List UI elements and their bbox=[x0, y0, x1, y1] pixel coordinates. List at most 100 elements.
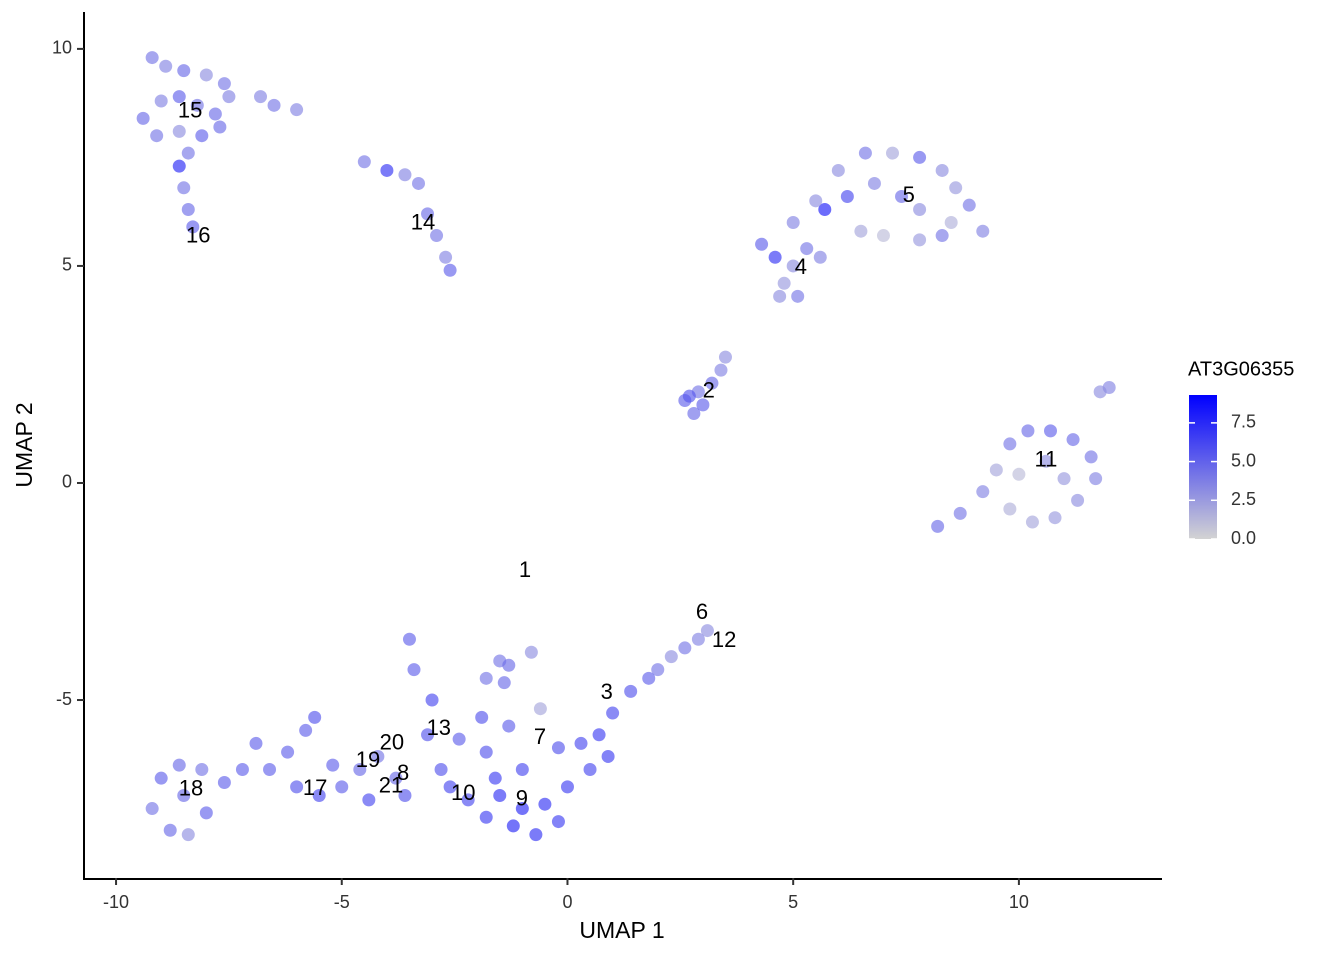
cell-point bbox=[1084, 450, 1098, 464]
cell-point bbox=[524, 645, 538, 659]
cell-point bbox=[867, 176, 881, 190]
cell-point bbox=[443, 780, 457, 794]
cell-point bbox=[773, 289, 787, 303]
cell-point bbox=[421, 207, 435, 221]
cell-point bbox=[895, 189, 909, 203]
cluster-label: 5 bbox=[903, 182, 915, 207]
cell-point bbox=[592, 728, 606, 742]
colorbar-tick-label: 7.5 bbox=[1231, 412, 1256, 432]
cell-point bbox=[488, 771, 502, 785]
cell-point bbox=[357, 155, 371, 169]
cell-point bbox=[145, 51, 159, 65]
cell-point bbox=[493, 789, 507, 803]
cell-point bbox=[461, 793, 475, 807]
cluster-label: 21 bbox=[379, 773, 403, 798]
cell-point bbox=[353, 762, 367, 776]
cell-point bbox=[412, 176, 426, 190]
cluster-label: 18 bbox=[179, 776, 203, 801]
cell-point bbox=[777, 276, 791, 290]
cell-point bbox=[181, 203, 195, 217]
cell-point bbox=[181, 828, 195, 842]
cell-point bbox=[312, 789, 326, 803]
cell-point bbox=[213, 120, 227, 134]
cell-point bbox=[1057, 472, 1071, 486]
cell-point bbox=[1093, 385, 1107, 399]
cell-point bbox=[515, 802, 529, 816]
cluster-label: 19 bbox=[356, 747, 380, 772]
cell-point bbox=[678, 641, 692, 655]
cluster-label: 15 bbox=[178, 98, 202, 123]
cell-point bbox=[858, 146, 872, 160]
cell-point bbox=[913, 150, 927, 164]
cell-point bbox=[642, 671, 656, 685]
cell-point bbox=[452, 732, 466, 746]
x-tick-label: -5 bbox=[334, 892, 350, 912]
cell-point bbox=[1003, 437, 1017, 451]
cell-point bbox=[371, 749, 385, 763]
x-tick-label: -10 bbox=[103, 892, 129, 912]
cell-point bbox=[551, 815, 565, 829]
cluster-label: 6 bbox=[696, 599, 708, 624]
cell-point bbox=[831, 163, 845, 177]
cell-point bbox=[439, 250, 453, 264]
cell-point bbox=[583, 762, 597, 776]
cell-point bbox=[962, 198, 976, 212]
cell-point bbox=[195, 129, 209, 143]
cell-point bbox=[1043, 424, 1057, 438]
cluster-label: 11 bbox=[1035, 447, 1058, 472]
cluster-label: 3 bbox=[601, 679, 613, 704]
cell-point bbox=[421, 728, 435, 742]
cell-point bbox=[479, 671, 493, 685]
cell-point bbox=[687, 407, 701, 421]
cell-point bbox=[1021, 424, 1035, 438]
cell-point bbox=[308, 710, 322, 724]
cell-point bbox=[150, 129, 164, 143]
cell-point bbox=[506, 819, 520, 833]
cell-point bbox=[177, 789, 191, 803]
cell-point bbox=[533, 702, 547, 716]
cell-point bbox=[299, 723, 313, 737]
colorbar-tick-label: 2.5 bbox=[1231, 489, 1256, 509]
cluster-label: 2 bbox=[703, 378, 715, 403]
points-layer bbox=[136, 51, 1116, 842]
colorbar bbox=[1189, 395, 1217, 539]
cell-point bbox=[691, 632, 705, 646]
cell-point bbox=[601, 749, 615, 763]
cell-point bbox=[840, 189, 854, 203]
y-tick-label: -5 bbox=[56, 689, 72, 709]
cell-point bbox=[913, 203, 927, 217]
cell-point bbox=[976, 485, 990, 499]
cell-point bbox=[389, 771, 403, 785]
cluster-label: 14 bbox=[411, 210, 435, 235]
cluster-label: 10 bbox=[451, 780, 475, 805]
cell-point bbox=[953, 506, 967, 520]
cell-point bbox=[443, 263, 457, 277]
cell-point bbox=[886, 146, 899, 160]
cell-point bbox=[172, 758, 186, 772]
cell-point bbox=[497, 676, 511, 690]
cell-point bbox=[791, 289, 805, 303]
cell-point bbox=[163, 823, 177, 837]
cell-point bbox=[479, 810, 493, 824]
cell-point bbox=[425, 693, 439, 707]
cell-point bbox=[335, 780, 349, 794]
cell-point bbox=[281, 745, 295, 759]
cell-point bbox=[172, 90, 186, 104]
cell-point bbox=[1039, 454, 1053, 468]
legend-title: AT3G06355 bbox=[1188, 358, 1294, 380]
cell-point bbox=[195, 762, 209, 776]
cell-point bbox=[800, 242, 814, 256]
cell-point bbox=[705, 376, 719, 390]
cluster-label: 17 bbox=[303, 775, 327, 800]
cell-point bbox=[217, 776, 231, 790]
cell-point bbox=[651, 663, 665, 677]
x-tick-label: 0 bbox=[562, 892, 572, 912]
cell-point bbox=[515, 762, 529, 776]
cell-point bbox=[682, 389, 696, 403]
cell-point bbox=[380, 163, 394, 177]
cell-point bbox=[326, 758, 340, 772]
cell-point bbox=[1066, 433, 1080, 447]
cluster-label: 16 bbox=[186, 223, 210, 248]
